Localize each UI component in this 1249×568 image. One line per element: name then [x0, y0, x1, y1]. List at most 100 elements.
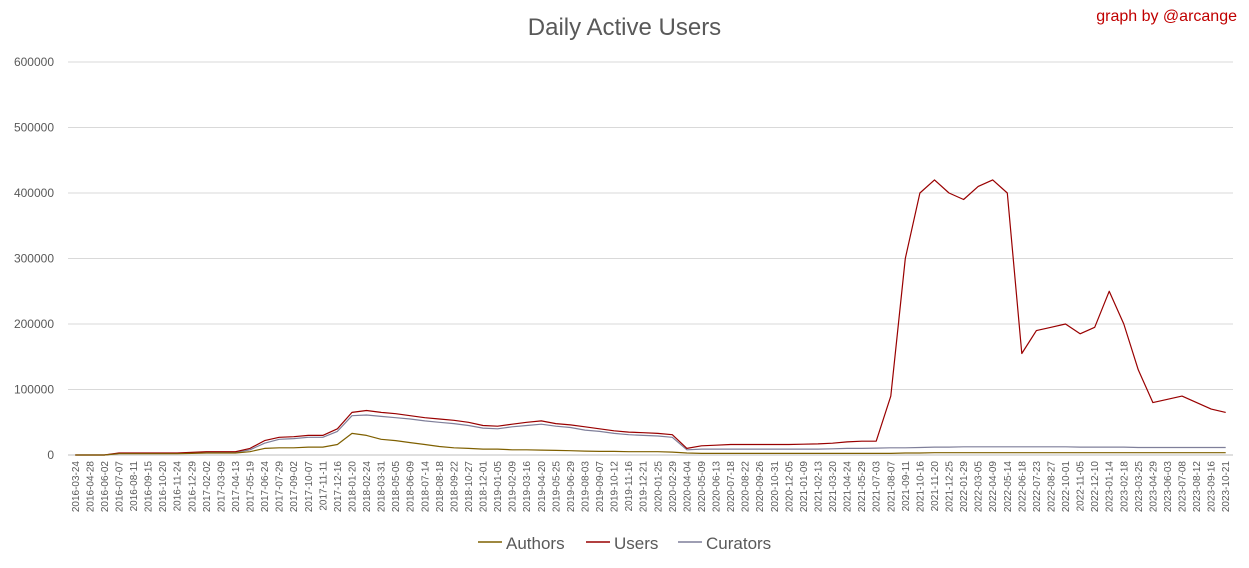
- x-tick-label: 2018-10-27: [464, 461, 475, 513]
- x-tick-label: 2022-01-29: [959, 461, 970, 513]
- x-tick: 2019-06-29: [566, 461, 577, 513]
- x-tick-label: 2018-03-31: [377, 461, 388, 513]
- x-tick: 2018-07-14: [420, 461, 431, 513]
- x-tick-label: 2020-08-22: [741, 461, 752, 513]
- x-tick: 2019-09-07: [595, 461, 606, 513]
- x-tick-label: 2021-07-03: [872, 461, 883, 513]
- x-tick-label: 2020-04-04: [682, 461, 693, 513]
- x-tick: 2023-10-21: [1221, 461, 1232, 513]
- x-tick: 2016-12-29: [187, 461, 198, 513]
- x-tick-label: 2023-07-08: [1178, 461, 1189, 513]
- x-tick: 2019-11-16: [624, 461, 635, 512]
- x-tick-label: 2019-12-21: [639, 461, 650, 513]
- x-tick: 2021-02-13: [813, 461, 824, 513]
- legend-item-curators: Curators: [678, 534, 771, 553]
- x-tick-label: 2021-08-07: [886, 461, 897, 513]
- x-tick: 2021-03-20: [828, 461, 839, 513]
- x-tick: 2021-10-16: [915, 461, 926, 513]
- x-tick: 2016-08-11: [129, 461, 140, 512]
- x-tick: 2017-09-02: [289, 461, 300, 513]
- x-tick-label: 2021-02-13: [813, 461, 824, 513]
- x-tick: 2018-10-27: [464, 461, 475, 513]
- x-tick-label: 2020-06-13: [712, 461, 723, 513]
- x-tick-label: 2019-09-07: [595, 461, 606, 513]
- x-tick: 2023-09-16: [1207, 461, 1218, 513]
- x-tick: 2018-08-18: [435, 461, 446, 513]
- x-tick: 2020-01-25: [653, 461, 664, 513]
- x-tick: 2021-04-24: [843, 461, 854, 513]
- x-tick: 2019-04-20: [537, 461, 548, 513]
- y-tick-label: 200000: [14, 317, 54, 331]
- series-line-users: [75, 179, 1226, 456]
- x-tick: 2020-02-29: [668, 461, 679, 513]
- x-tick: 2019-05-25: [551, 461, 562, 513]
- x-tick: 2016-03-24: [71, 461, 82, 513]
- x-tick: 2020-12-05: [784, 461, 795, 513]
- x-tick-label: 2022-04-09: [988, 461, 999, 513]
- x-tick-label: 2020-01-25: [653, 461, 664, 513]
- x-tick-label: 2021-12-25: [945, 461, 956, 513]
- x-tick-label: 2017-12-16: [333, 461, 344, 513]
- x-tick: 2023-03-25: [1134, 461, 1145, 513]
- x-tick: 2021-08-07: [886, 461, 897, 513]
- x-tick-label: 2022-03-05: [974, 461, 985, 513]
- x-tick: 2023-02-18: [1119, 461, 1130, 513]
- x-tick: 2017-06-24: [260, 461, 271, 513]
- x-tick-label: 2018-12-01: [479, 461, 490, 513]
- y-tick: 0: [47, 448, 54, 462]
- y-tick-label: 0: [47, 448, 54, 462]
- x-tick-label: 2016-10-20: [158, 461, 169, 513]
- x-tick-label: 2016-04-28: [85, 461, 96, 513]
- x-tick-label: 2017-04-13: [231, 461, 242, 513]
- x-tick: 2020-10-31: [770, 461, 781, 513]
- x-tick-label: 2021-03-20: [828, 461, 839, 513]
- y-tick-label: 400000: [14, 186, 54, 200]
- x-tick: 2016-06-02: [100, 461, 111, 513]
- x-tick: 2022-01-29: [959, 461, 970, 513]
- x-tick: 2023-01-14: [1105, 461, 1116, 513]
- x-tick-label: 2019-01-05: [493, 461, 504, 513]
- x-tick: 2022-07-23: [1032, 461, 1043, 513]
- x-tick: 2022-04-09: [988, 461, 999, 513]
- x-tick-label: 2016-12-29: [187, 461, 198, 513]
- x-tick-label: 2020-07-18: [726, 461, 737, 513]
- x-tick-label: 2019-11-16: [624, 461, 635, 512]
- x-tick-label: 2017-11-11: [318, 461, 329, 511]
- series-line-authors: [75, 432, 1226, 456]
- x-tick-label: 2017-09-02: [289, 461, 300, 513]
- x-tick-label: 2021-09-11: [901, 461, 912, 512]
- x-tick-label: 2018-05-05: [391, 461, 402, 513]
- x-tick: 2016-07-07: [114, 461, 125, 513]
- y-tick-label: 100000: [14, 383, 54, 397]
- x-tick: 2020-06-13: [712, 461, 723, 513]
- x-tick-label: 2017-06-24: [260, 461, 271, 513]
- y-tick: 500000: [14, 121, 1233, 135]
- x-tick-label: 2017-07-29: [275, 461, 286, 513]
- x-tick-label: 2019-06-29: [566, 461, 577, 513]
- y-tick: 200000: [14, 317, 1233, 331]
- x-tick: 2022-06-18: [1017, 461, 1028, 513]
- x-tick: 2017-11-11: [318, 461, 329, 511]
- x-tick-label: 2016-03-24: [71, 461, 82, 513]
- x-tick: 2016-10-20: [158, 461, 169, 513]
- x-tick-label: 2016-11-24: [173, 461, 184, 512]
- x-tick-label: 2017-10-07: [304, 461, 315, 513]
- x-tick-label: 2017-02-02: [202, 461, 213, 513]
- x-tick-label: 2022-12-10: [1090, 461, 1101, 513]
- x-tick-label: 2022-08-27: [1046, 461, 1057, 513]
- x-tick-label: 2020-09-26: [755, 461, 766, 513]
- x-tick: 2017-03-09: [216, 461, 227, 513]
- x-tick-label: 2023-08-12: [1192, 461, 1203, 513]
- x-tick: 2023-08-12: [1192, 461, 1203, 513]
- x-tick: 2021-01-09: [799, 461, 810, 513]
- x-tick: 2023-04-29: [1148, 461, 1159, 513]
- x-tick: 2018-05-05: [391, 461, 402, 513]
- y-tick: 400000: [14, 186, 1233, 200]
- x-tick: 2022-11-05: [1076, 461, 1087, 512]
- x-tick-label: 2017-05-19: [246, 461, 257, 513]
- chart-title: Daily Active Users: [527, 14, 722, 41]
- x-tick: 2016-09-15: [144, 461, 155, 513]
- y-tick: 100000: [14, 383, 1233, 397]
- x-tick: 2019-02-09: [508, 461, 519, 513]
